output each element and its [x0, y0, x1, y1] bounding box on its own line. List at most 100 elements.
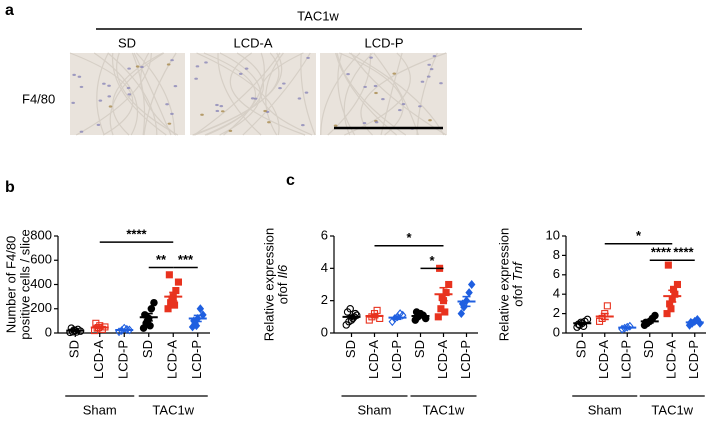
x-tick-label: LCD-A: [91, 340, 106, 379]
significance-label: *: [429, 253, 435, 268]
y-axis-label: of: [510, 285, 525, 296]
cell: [301, 124, 305, 127]
panel-label: a: [5, 2, 14, 19]
cell: [362, 121, 367, 125]
cell: [429, 68, 434, 71]
gene-name: Tnf: [510, 261, 525, 281]
fiber: [133, 52, 172, 136]
cell: [102, 82, 106, 85]
x-tick-label: SD: [574, 340, 589, 358]
cell: [194, 77, 198, 80]
cell: [428, 119, 432, 122]
fiber: [96, 52, 109, 136]
group-label: TAC1w: [297, 8, 339, 23]
x-tick-label: LCD-P: [389, 340, 404, 379]
cell: [165, 103, 169, 106]
fiber: [229, 52, 306, 136]
panel-label: b: [5, 179, 15, 196]
cell: [98, 99, 103, 102]
fiber: [203, 52, 257, 136]
cell: [173, 85, 178, 88]
y-tick-label: 4: [553, 286, 560, 301]
fiber: [265, 52, 284, 136]
fiber: [320, 52, 361, 136]
column-label: LCD-A: [233, 35, 272, 50]
cell: [306, 56, 310, 60]
x-tick-label: LCD-A: [596, 340, 611, 379]
data-point: [72, 328, 81, 336]
y-tick-label: 2: [553, 305, 560, 320]
y-axis-label: positive cells / slice: [17, 229, 32, 340]
fiber: [194, 52, 283, 136]
group-label: Sham: [83, 402, 117, 417]
y-tick-label: 8: [553, 247, 560, 262]
fiber: [350, 52, 447, 136]
data-point: [673, 280, 682, 289]
data-point: [458, 299, 467, 309]
cell: [135, 65, 140, 68]
cell: [401, 102, 406, 106]
significance-label: ****: [651, 245, 672, 260]
y-tick-label: 0: [553, 324, 560, 339]
fiber: [300, 52, 316, 136]
fiber: [242, 52, 311, 136]
cell: [398, 108, 402, 112]
data-point: [150, 298, 158, 307]
fiber: [93, 52, 139, 136]
x-tick-label: SD: [641, 340, 656, 358]
group-label: TAC1w: [152, 402, 194, 417]
data-point: [164, 305, 172, 313]
cell: [244, 67, 249, 70]
cell: [170, 112, 174, 115]
cell: [250, 97, 255, 100]
data-point: [457, 309, 466, 319]
fiber: [112, 52, 164, 136]
cell: [167, 122, 172, 125]
fiber: [69, 52, 134, 136]
cell: [107, 95, 112, 98]
x-tick-label: LCD-P: [686, 340, 701, 379]
fiber: [111, 52, 167, 136]
data-point: [623, 322, 631, 332]
cell: [200, 113, 204, 116]
y-tick-label: 10: [546, 227, 560, 242]
y-tick-label: 0: [321, 324, 328, 339]
row-label: F4/80: [22, 91, 55, 106]
significance-label: *: [406, 230, 412, 245]
data-point: [146, 321, 154, 330]
cell: [346, 73, 350, 76]
x-tick-label: SD: [412, 340, 427, 358]
cell: [267, 121, 271, 124]
cell: [432, 55, 437, 58]
x-tick-label: LCD-A: [165, 340, 180, 379]
data-point: [172, 287, 180, 295]
cell: [79, 130, 84, 133]
fiber: [334, 52, 397, 136]
fiber: [196, 52, 280, 136]
y-axis-label: Relative expression: [496, 228, 511, 341]
y-tick-label: 800: [30, 227, 52, 242]
group-label: Sham: [588, 402, 622, 417]
x-tick-label: LCD-P: [458, 340, 473, 379]
data-point: [667, 305, 675, 313]
cell: [420, 80, 425, 83]
significance-label: **: [156, 252, 167, 267]
cell: [79, 85, 84, 89]
data-point: [663, 310, 671, 318]
y-tick-label: 400: [30, 276, 52, 291]
y-axis-label: Relative expression: [261, 228, 276, 341]
cell: [219, 105, 224, 108]
data-point: [165, 271, 173, 279]
data-point: [669, 285, 678, 293]
cell: [77, 75, 82, 78]
y-tick-label: 6: [553, 266, 560, 281]
cell: [204, 61, 208, 64]
fiber: [223, 52, 265, 136]
cell: [140, 65, 144, 69]
fiber: [217, 52, 262, 136]
y-tick-label: 200: [30, 300, 52, 315]
data-point: [196, 304, 205, 314]
cell: [439, 82, 443, 85]
y-axis-label: ofofTnf: [510, 261, 525, 307]
